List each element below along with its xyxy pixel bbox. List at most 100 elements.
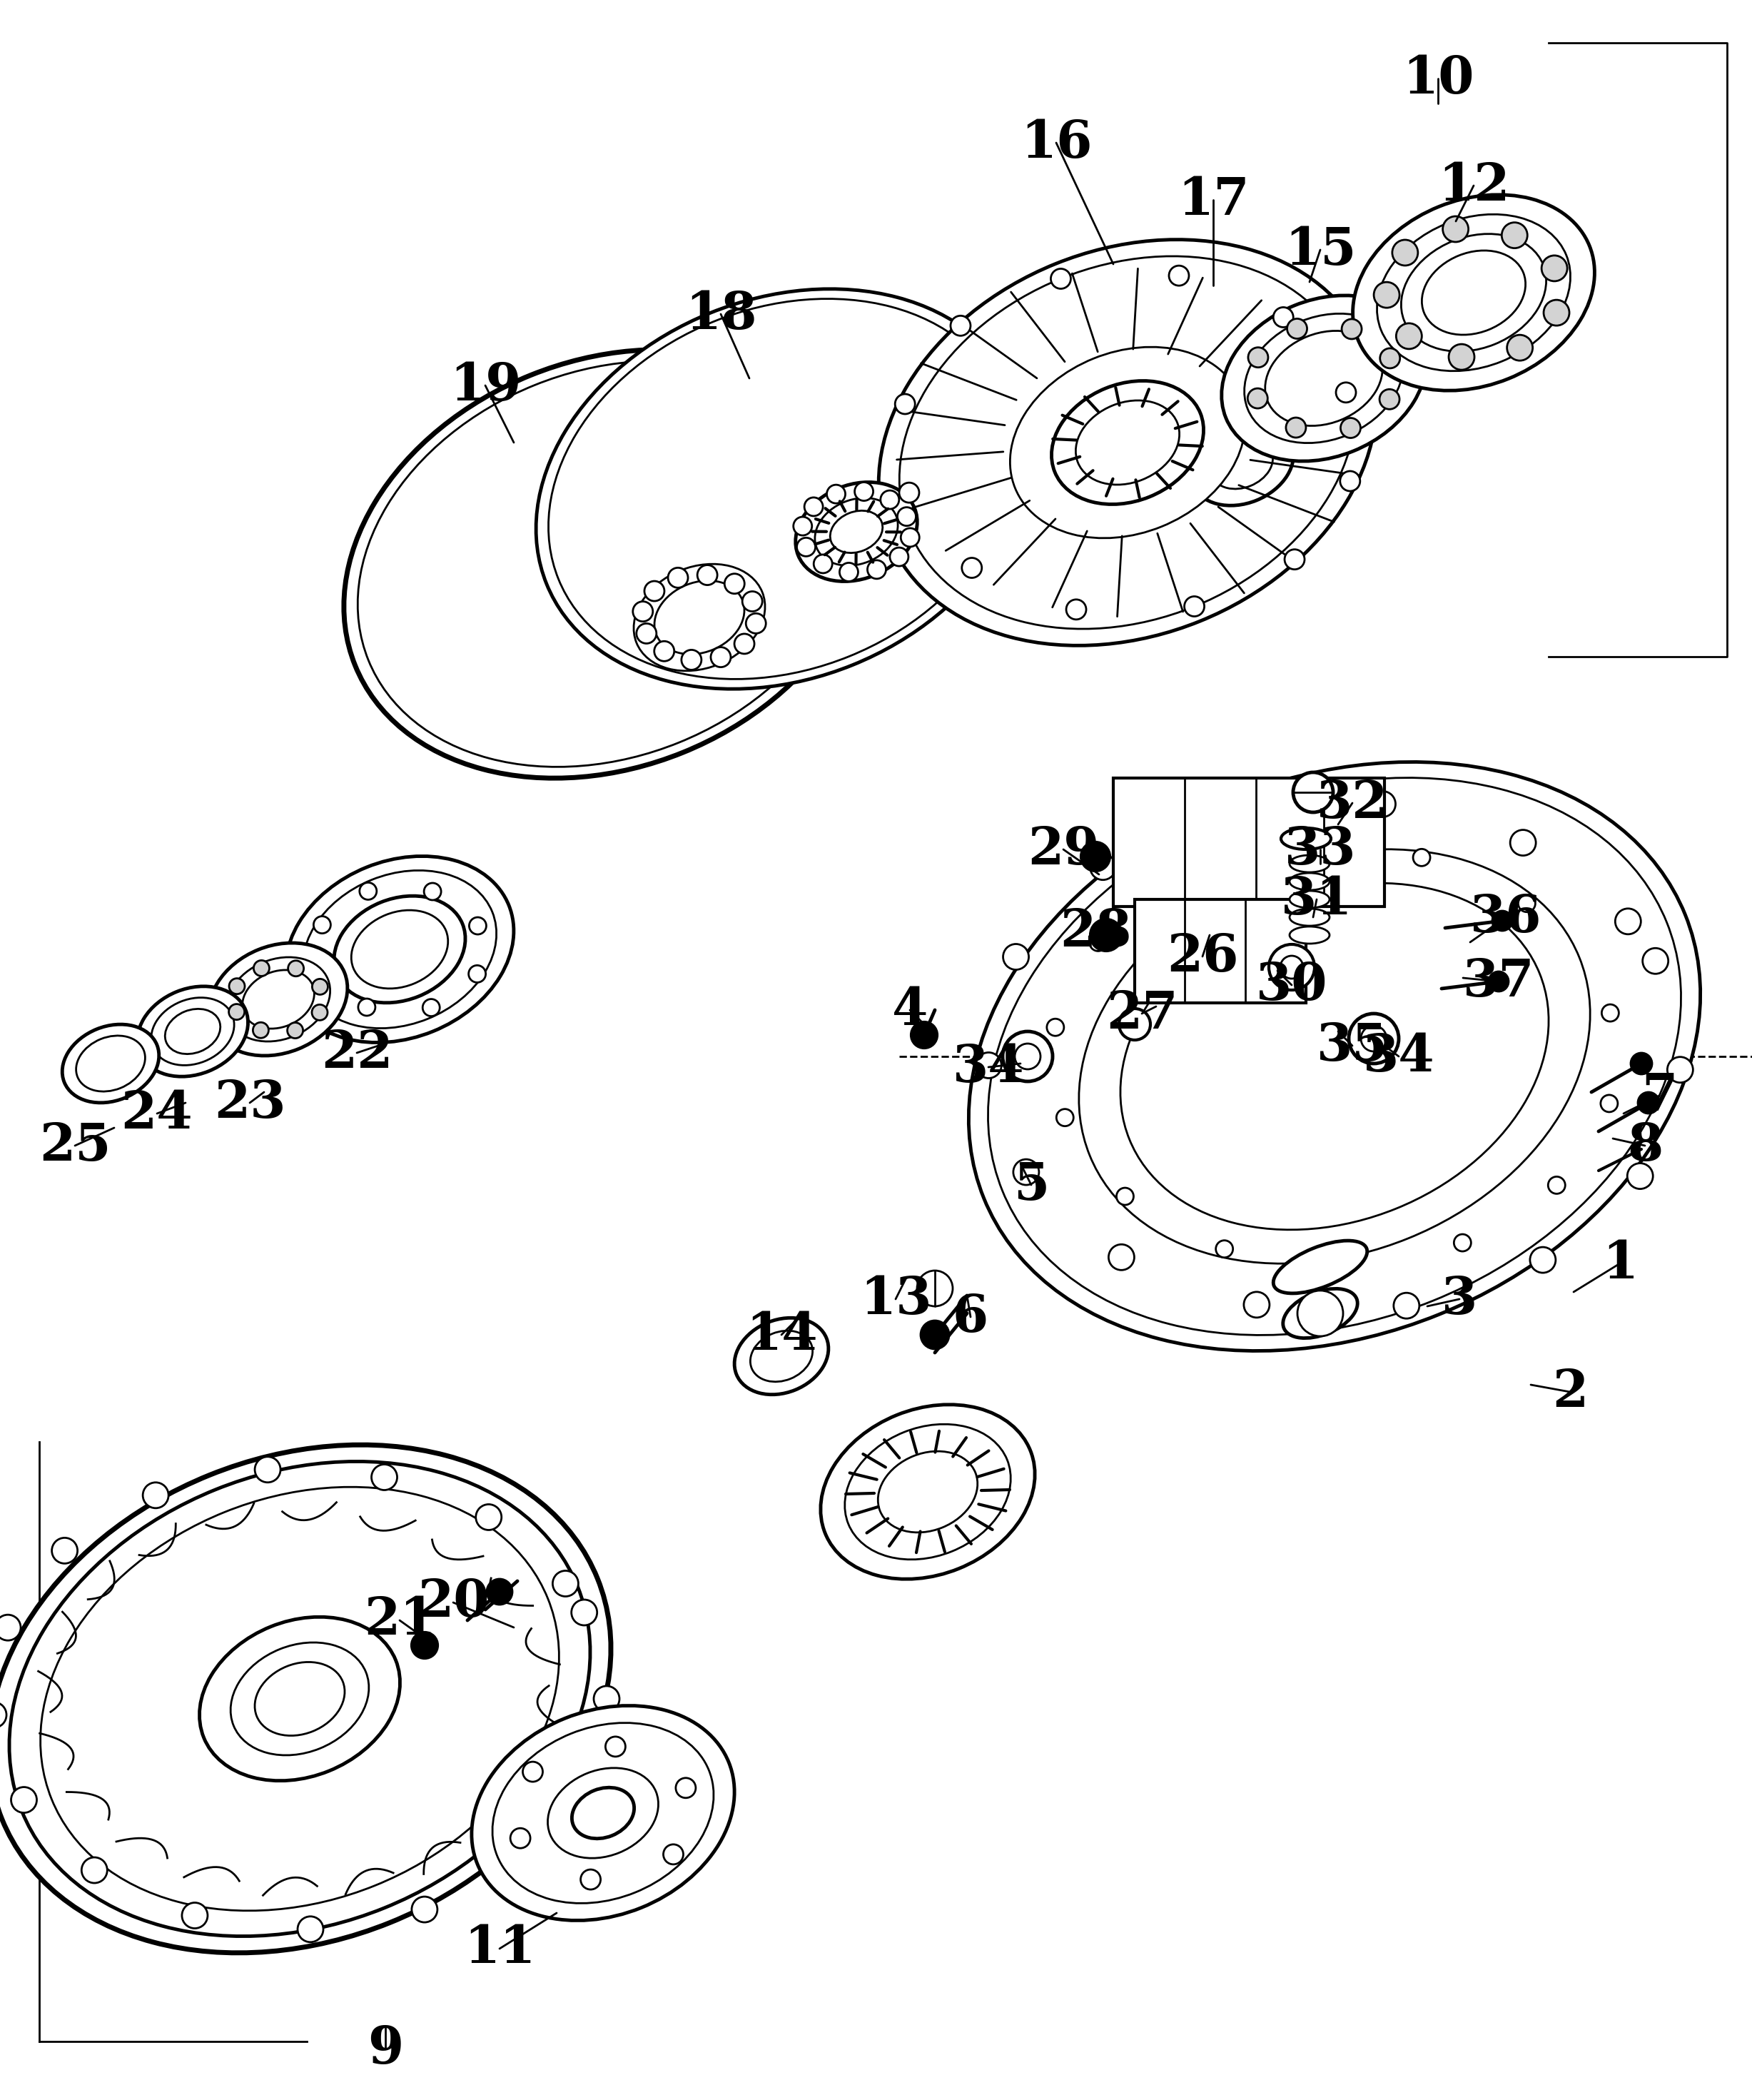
Text: 25: 25 [39, 1119, 110, 1172]
Circle shape [632, 601, 653, 622]
Circle shape [1120, 1008, 1151, 1040]
Text: 6: 6 [953, 1292, 988, 1342]
Circle shape [1442, 216, 1468, 242]
Text: 14: 14 [746, 1310, 818, 1361]
Circle shape [1340, 470, 1360, 491]
Circle shape [487, 1579, 512, 1604]
Ellipse shape [1244, 313, 1403, 443]
Ellipse shape [75, 1035, 145, 1092]
Circle shape [53, 1537, 77, 1564]
Circle shape [254, 960, 270, 977]
Circle shape [855, 483, 872, 500]
Text: 18: 18 [685, 288, 757, 340]
Circle shape [1379, 388, 1400, 410]
Text: 24: 24 [121, 1088, 193, 1138]
Circle shape [1221, 800, 1246, 825]
Ellipse shape [231, 1642, 370, 1756]
Circle shape [1638, 1092, 1659, 1113]
Circle shape [1542, 256, 1568, 281]
Ellipse shape [303, 869, 496, 1029]
Circle shape [911, 1023, 937, 1048]
Circle shape [1109, 1245, 1134, 1271]
Circle shape [881, 491, 899, 508]
Ellipse shape [820, 1405, 1035, 1579]
Text: 12: 12 [1438, 160, 1510, 210]
Circle shape [899, 483, 920, 502]
Circle shape [1501, 223, 1528, 248]
Circle shape [725, 573, 745, 594]
Ellipse shape [988, 777, 1680, 1336]
Text: 30: 30 [1256, 960, 1328, 1010]
Ellipse shape [1011, 346, 1246, 538]
Ellipse shape [830, 510, 883, 552]
Circle shape [734, 634, 755, 653]
Circle shape [1177, 871, 1193, 888]
Circle shape [1349, 1014, 1398, 1063]
Ellipse shape [1079, 848, 1591, 1264]
Circle shape [1449, 344, 1475, 370]
Ellipse shape [1274, 1241, 1367, 1294]
Circle shape [1286, 418, 1305, 437]
Ellipse shape [40, 1487, 559, 1911]
Circle shape [682, 649, 701, 670]
Text: 15: 15 [1284, 225, 1356, 275]
Circle shape [422, 1000, 440, 1016]
Ellipse shape [571, 1787, 634, 1840]
Text: 22: 22 [321, 1027, 392, 1077]
Circle shape [746, 613, 766, 634]
Circle shape [1493, 911, 1512, 930]
Circle shape [1216, 1241, 1233, 1258]
Circle shape [1056, 1109, 1074, 1126]
Circle shape [1298, 1292, 1344, 1336]
Circle shape [1340, 418, 1361, 439]
Ellipse shape [1289, 890, 1330, 907]
Circle shape [298, 1917, 324, 1943]
Circle shape [962, 559, 981, 578]
Circle shape [594, 1686, 620, 1711]
Circle shape [895, 395, 915, 414]
Ellipse shape [548, 1768, 659, 1859]
Ellipse shape [634, 565, 766, 670]
Circle shape [1247, 388, 1268, 407]
Circle shape [1291, 840, 1309, 857]
Text: 13: 13 [860, 1275, 932, 1325]
Ellipse shape [969, 762, 1701, 1350]
Ellipse shape [471, 1705, 734, 1922]
Circle shape [1067, 598, 1086, 620]
Ellipse shape [1402, 233, 1547, 351]
Text: 3: 3 [1442, 1275, 1477, 1325]
Text: 34: 34 [953, 1042, 1025, 1092]
Circle shape [813, 554, 832, 573]
Ellipse shape [352, 909, 449, 989]
Circle shape [1090, 935, 1107, 951]
Circle shape [668, 567, 689, 588]
Circle shape [1643, 947, 1668, 974]
Circle shape [890, 548, 908, 567]
Circle shape [230, 1004, 245, 1021]
Circle shape [1544, 300, 1570, 326]
Circle shape [1601, 1004, 1619, 1021]
Circle shape [897, 508, 916, 525]
Circle shape [357, 1000, 375, 1016]
Text: 32: 32 [1316, 777, 1388, 827]
Circle shape [1284, 550, 1305, 569]
Ellipse shape [1076, 401, 1179, 485]
Ellipse shape [750, 1331, 813, 1382]
Circle shape [254, 1457, 280, 1483]
Circle shape [1288, 319, 1307, 338]
Circle shape [371, 1464, 398, 1491]
Circle shape [1116, 1189, 1134, 1205]
Ellipse shape [9, 1462, 590, 1936]
Circle shape [1393, 1294, 1419, 1319]
Ellipse shape [795, 483, 918, 582]
Ellipse shape [1282, 1289, 1358, 1338]
Circle shape [580, 1869, 601, 1890]
Text: 37: 37 [1463, 956, 1535, 1006]
Circle shape [1274, 307, 1293, 328]
Circle shape [552, 1571, 578, 1596]
Text: 2: 2 [1552, 1367, 1587, 1418]
Ellipse shape [208, 943, 347, 1056]
Circle shape [1281, 956, 1303, 979]
Circle shape [976, 1052, 1002, 1077]
Ellipse shape [242, 970, 314, 1029]
